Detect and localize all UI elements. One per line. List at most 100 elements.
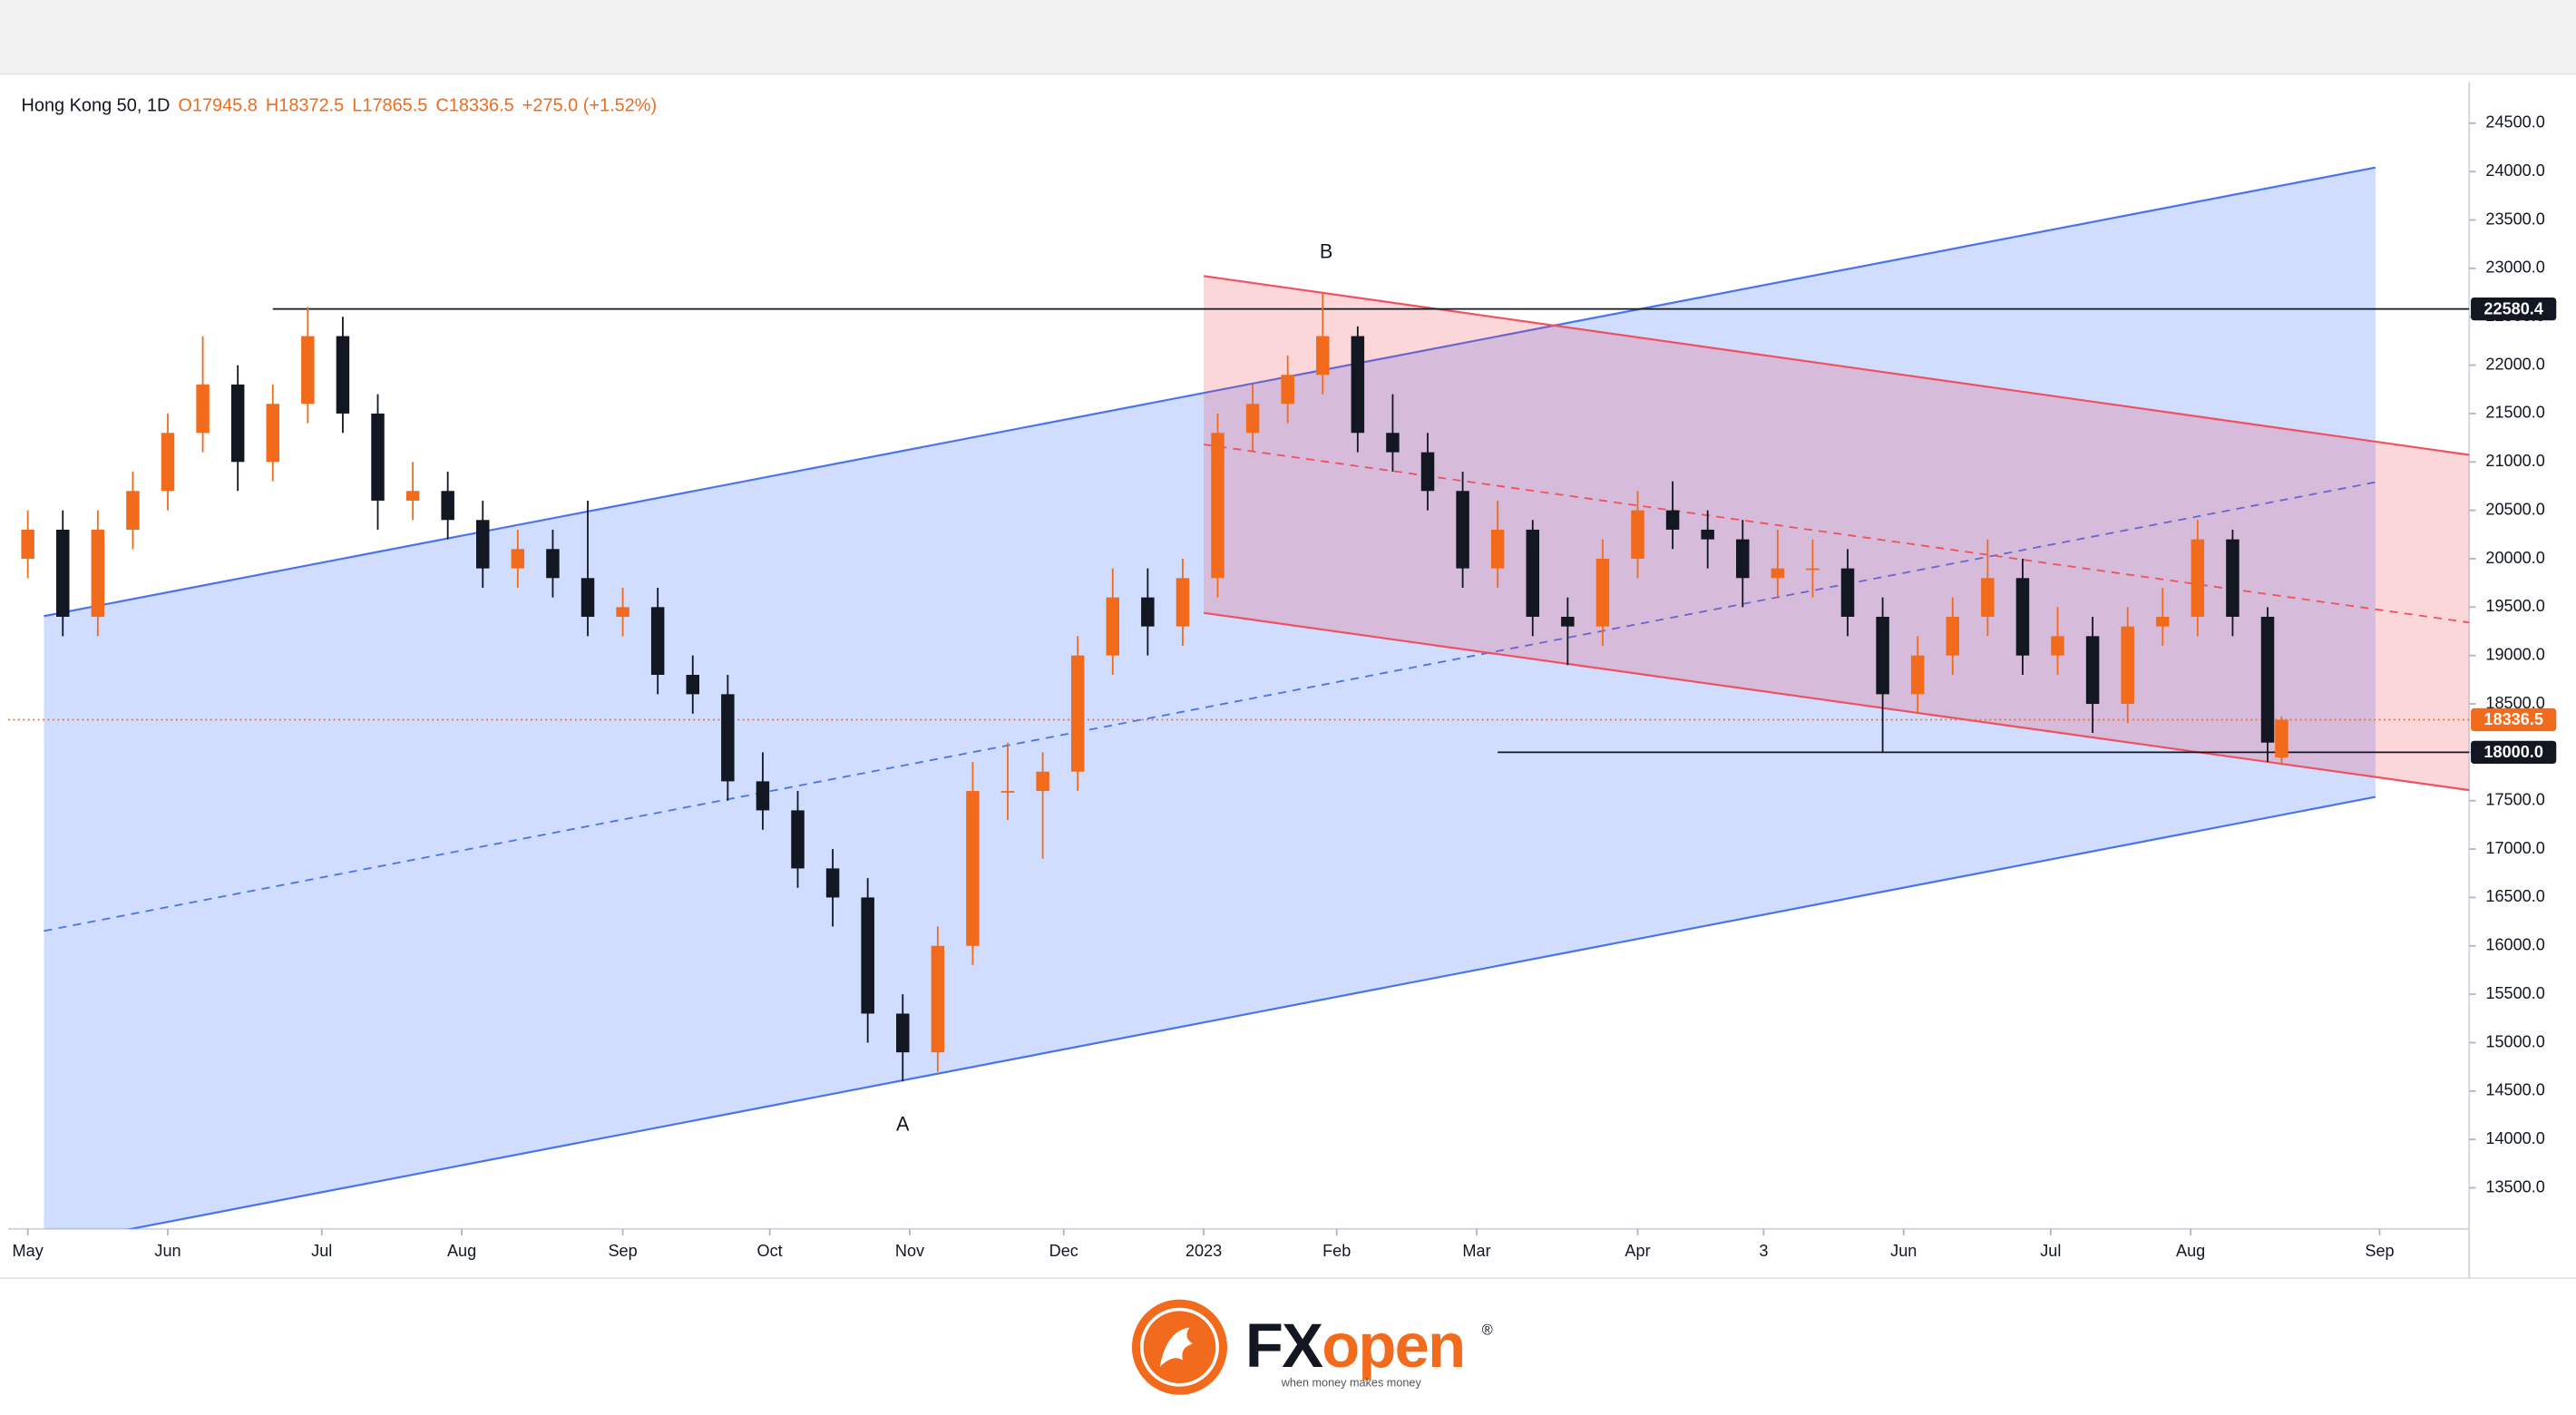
x-tick-label: Aug <box>2176 1242 2205 1260</box>
symbol: Hong Kong 50, 1D <box>22 96 171 116</box>
price-tag-label: 18336.5 <box>2483 710 2542 728</box>
x-tick-label: May <box>13 1242 44 1260</box>
candle-body <box>91 529 105 617</box>
annotation: B <box>1320 240 1333 263</box>
x-tick-label: Nov <box>895 1242 924 1260</box>
price-tag-label: 18000.0 <box>2483 743 2542 761</box>
candle-body <box>126 491 140 530</box>
x-tick-label: Dec <box>1049 1242 1078 1260</box>
candle-body <box>1595 558 1610 627</box>
candle-body <box>405 491 420 501</box>
candle-body <box>1456 491 1469 569</box>
candle-body <box>2226 539 2239 617</box>
channel-median-line <box>44 481 2376 932</box>
y-tick-label: 24500.0 <box>2485 113 2544 132</box>
y-tick-label: 20500.0 <box>2485 500 2544 518</box>
candle-body <box>1561 616 1575 627</box>
low-label: L17865.5 <box>352 96 427 116</box>
candle-body <box>2275 719 2288 758</box>
open-label: O17945.8 <box>178 96 257 116</box>
candle-body <box>2191 539 2205 617</box>
candle-body <box>581 578 595 617</box>
candle-body <box>1490 529 1505 569</box>
x-tick-label: Feb <box>1322 1242 1351 1260</box>
logo-emblem-ring <box>1139 1307 1219 1387</box>
logo-dragon <box>1159 1327 1193 1367</box>
channel-fill <box>44 167 2376 1229</box>
brand: FXopen <box>1245 1311 1464 1381</box>
candle-body <box>1771 568 1785 579</box>
price-tag <box>2471 297 2557 321</box>
candle-body <box>1351 336 1365 434</box>
y-tick-label: 21000.0 <box>2485 452 2544 470</box>
brand-open: open <box>1322 1311 1464 1381</box>
candle-body <box>896 1013 910 1053</box>
candle-body <box>371 413 385 501</box>
candle-body <box>230 384 245 463</box>
candle-body <box>2085 636 2100 705</box>
candle-body <box>1981 578 1995 617</box>
x-tick-label: Oct <box>757 1242 783 1260</box>
y-tick-label: 14500.0 <box>2485 1081 2544 1099</box>
x-tick-label: Jul <box>2040 1242 2061 1260</box>
x-tick-label: 3 <box>1759 1242 1768 1260</box>
overlay: A B 13500.0 14000.0 14500.0 15000.0 15500.0 160… <box>13 113 2557 1260</box>
x-tick-label: Sep <box>2365 1242 2394 1260</box>
candle-body <box>756 781 770 811</box>
y-tick-label: 15000.0 <box>2485 1032 2544 1050</box>
change-label: +275.0 (+1.52%) <box>522 96 657 116</box>
x-tick-label: Aug <box>447 1242 476 1260</box>
x-tick-label: Sep <box>608 1242 637 1260</box>
candle-body <box>1665 510 1680 530</box>
y-tick-label: 13500.0 <box>2485 1177 2544 1195</box>
y-tick-label: 23500.0 <box>2485 210 2544 228</box>
chart-panel <box>0 73 2576 1279</box>
channel-upper-line <box>44 166 2376 618</box>
candle-body <box>1806 568 1820 571</box>
candle-body <box>1176 578 1190 627</box>
y-tick-label: 21500.0 <box>2485 404 2544 422</box>
plot-area <box>8 166 2470 1229</box>
candle-body <box>1106 597 1120 656</box>
candle-body <box>1631 510 1644 559</box>
y-tick-label: 19000.0 <box>2485 645 2544 663</box>
x-tick-label: Jun <box>1890 1242 1917 1260</box>
registered-mark: ® <box>1482 1322 1493 1338</box>
candle-body <box>1946 616 1960 656</box>
candle-body <box>196 384 210 434</box>
annotation: A <box>896 1113 910 1136</box>
candle-body <box>650 607 665 676</box>
candle-body <box>1036 771 1049 792</box>
y-tick-label: 17500.0 <box>2485 791 2544 809</box>
candle-body <box>1736 539 1750 579</box>
y-tick-label: 18500.0 <box>2485 694 2544 712</box>
x-tick-label: Apr <box>1625 1242 1650 1260</box>
candle-body <box>721 694 735 782</box>
candle-body <box>2051 636 2064 656</box>
candle-body <box>966 791 980 946</box>
candle-body <box>441 491 454 521</box>
candle-body <box>546 549 560 579</box>
y-tick-label: 15500.0 <box>2485 984 2544 1002</box>
candle-body <box>1281 375 1294 405</box>
footer-logo: FXopen ® when money makes money <box>1131 1299 1493 1395</box>
x-tick-label: Jun <box>154 1242 181 1260</box>
brand-fx: FX <box>1245 1311 1323 1381</box>
channel-lower-line <box>126 795 2376 1229</box>
y-tick-label: 19500.0 <box>2485 597 2544 615</box>
candle-body <box>336 336 350 414</box>
y-tick-label: 24000.0 <box>2485 161 2544 180</box>
candle-body <box>825 868 840 898</box>
y-tick-label: 16500.0 <box>2485 887 2544 905</box>
candle-body <box>1420 452 1435 492</box>
price-tag <box>2471 708 2557 732</box>
channel-median-line <box>1203 444 2470 624</box>
candle-body <box>1840 568 1855 617</box>
candle-body <box>266 404 280 463</box>
candle-body <box>1386 433 1400 453</box>
y-tick-label: 22000.0 <box>2485 355 2544 373</box>
candle-body <box>2121 626 2134 705</box>
candle-body <box>1211 433 1225 579</box>
candle-body <box>476 520 490 569</box>
